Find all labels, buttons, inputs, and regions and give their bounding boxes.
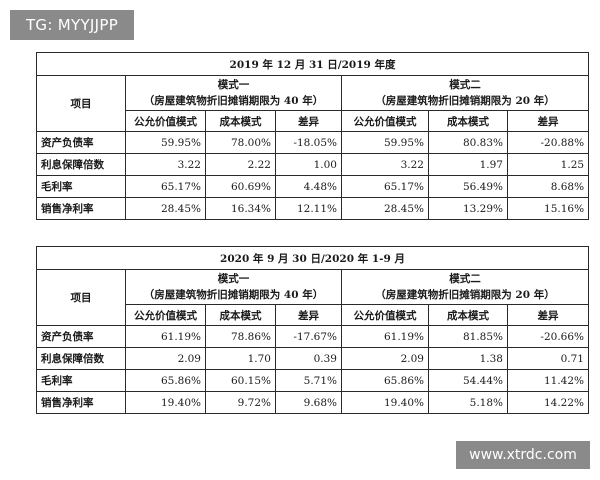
cell-value: 65.17%	[341, 175, 429, 198]
cell-value: 28.45%	[125, 197, 206, 220]
cell-value: 19.40%	[125, 391, 206, 414]
row-label: 资产负债率	[36, 131, 126, 154]
cell-value: 0.71	[507, 347, 589, 370]
cell-value: -20.88%	[506, 131, 590, 154]
cell-value: 13.29%	[428, 197, 508, 220]
subheader-fair-value: 公允价值模式	[125, 110, 206, 132]
row-label: 资产负债率	[36, 325, 126, 348]
mode-two-header: 模式二 （房屋建筑物折旧摊销期限为 20 年）	[341, 269, 589, 305]
cell-value: 0.39	[275, 347, 342, 370]
mode-one-header: 模式一 （房屋建筑物折旧摊销期限为 40 年）	[125, 75, 342, 111]
table-row: 利息保障倍数 3.22 2.22 1.00 3.22 1.97 1.25	[36, 153, 590, 176]
mode-one-name: 模式一	[217, 79, 250, 91]
cell-value: 1.97	[428, 153, 508, 176]
cell-value: 78.00%	[205, 131, 276, 154]
mode-two-header: 模式二 （房屋建筑物折旧摊销期限为 20 年）	[340, 75, 590, 111]
cell-value: 2.09	[125, 347, 206, 370]
mode-two-name: 模式二	[449, 273, 481, 285]
subheader-difference: 差异	[506, 110, 590, 132]
cell-value: 54.44%	[428, 369, 508, 392]
row-label: 利息保障倍数	[36, 347, 126, 370]
cell-value: 28.45%	[341, 197, 429, 220]
subheader-cost: 成本模式	[205, 304, 276, 326]
subheader-cost: 成本模式	[205, 110, 276, 132]
table-row: 资产负债率 59.95% 78.00% -18.05% 59.95% 80.83…	[36, 131, 590, 154]
cell-value: 61.19%	[125, 325, 206, 348]
cell-value: 8.68%	[506, 175, 590, 198]
cell-value: 56.49%	[428, 175, 508, 198]
subheader-cost: 成本模式	[428, 110, 508, 132]
cell-value: 15.16%	[506, 197, 590, 220]
mode-two-desc: （房屋建筑物折旧摊销期限为 20 年）	[375, 95, 555, 107]
cell-value: 1.25	[506, 153, 590, 176]
subheader-cost: 成本模式	[428, 304, 508, 326]
cell-value: 16.34%	[205, 197, 276, 220]
item-header: 项目	[36, 269, 126, 326]
subheader-difference: 差异	[275, 304, 342, 326]
row-label: 销售净利率	[36, 391, 126, 414]
row-label: 毛利率	[36, 175, 126, 198]
cell-value: 65.86%	[341, 369, 429, 392]
cell-value: 80.83%	[428, 131, 508, 154]
cell-value: 3.22	[341, 153, 429, 176]
cell-value: 60.69%	[205, 175, 276, 198]
table-title: 2020 年 9 月 30 日/2020 年 1-9 月	[36, 246, 589, 270]
mode-one-desc: （房屋建筑物折旧摊销期限为 40 年）	[143, 289, 324, 301]
table-row: 毛利率 65.86% 60.15% 5.71% 65.86% 54.44% 11…	[36, 369, 589, 392]
mode-one-desc: （房屋建筑物折旧摊销期限为 40 年）	[143, 95, 324, 107]
mode-two-desc: （房屋建筑物折旧摊销期限为 20 年）	[375, 289, 555, 301]
cell-value: -18.05%	[275, 131, 342, 154]
site-watermark: www.xtrdc.com	[456, 441, 590, 469]
row-label: 毛利率	[36, 369, 126, 392]
cell-value: 65.17%	[125, 175, 206, 198]
subheader-fair-value: 公允价值模式	[341, 110, 429, 132]
cell-value: 14.22%	[507, 391, 589, 414]
table-row: 销售净利率 28.45% 16.34% 12.11% 28.45% 13.29%…	[36, 197, 590, 220]
cell-value: -20.66%	[507, 325, 589, 348]
cell-value: 5.71%	[275, 369, 342, 392]
cell-value: 19.40%	[341, 391, 429, 414]
row-label: 利息保障倍数	[36, 153, 126, 176]
table-title: 2019 年 12 月 31 日/2019 年度	[35, 52, 590, 76]
subheader-difference: 差异	[507, 304, 589, 326]
financial-table-2020: 2020 年 9 月 30 日/2020 年 1-9 月 项目 模式一 （房屋建…	[36, 246, 589, 414]
cell-value: 9.72%	[205, 391, 276, 414]
source-tag-watermark: TG: MYYJJPP	[10, 10, 134, 40]
cell-value: 2.22	[205, 153, 276, 176]
subheader-fair-value: 公允价值模式	[125, 304, 206, 326]
mode-one-header: 模式一 （房屋建筑物折旧摊销期限为 40 年）	[125, 269, 342, 305]
cell-value: -17.67%	[275, 325, 342, 348]
cell-value: 11.42%	[507, 369, 589, 392]
table-row: 毛利率 65.17% 60.69% 4.48% 65.17% 56.49% 8.…	[36, 175, 590, 198]
cell-value: 1.38	[428, 347, 508, 370]
cell-value: 3.22	[125, 153, 206, 176]
table-row: 销售净利率 19.40% 9.72% 9.68% 19.40% 5.18% 14…	[36, 391, 589, 414]
cell-value: 78.86%	[205, 325, 276, 348]
cell-value: 81.85%	[428, 325, 508, 348]
cell-value: 60.15%	[205, 369, 276, 392]
cell-value: 59.95%	[341, 131, 429, 154]
cell-value: 9.68%	[275, 391, 342, 414]
cell-value: 1.70	[205, 347, 276, 370]
mode-two-name: 模式二	[449, 79, 481, 91]
cell-value: 59.95%	[125, 131, 206, 154]
subheader-difference: 差异	[275, 110, 342, 132]
cell-value: 1.00	[275, 153, 342, 176]
cell-value: 5.18%	[428, 391, 508, 414]
item-header: 项目	[36, 75, 126, 132]
cell-value: 65.86%	[125, 369, 206, 392]
cell-value: 4.48%	[275, 175, 342, 198]
financial-table-2019: 2019 年 12 月 31 日/2019 年度 项目 模式一 （房屋建筑物折旧…	[35, 52, 590, 220]
table-row: 利息保障倍数 2.09 1.70 0.39 2.09 1.38 0.71	[36, 347, 589, 370]
cell-value: 2.09	[341, 347, 429, 370]
cell-value: 12.11%	[275, 197, 342, 220]
cell-value: 61.19%	[341, 325, 429, 348]
row-label: 销售净利率	[36, 197, 126, 220]
mode-one-name: 模式一	[217, 273, 250, 285]
subheader-fair-value: 公允价值模式	[341, 304, 429, 326]
table-row: 资产负债率 61.19% 78.86% -17.67% 61.19% 81.85…	[36, 325, 589, 348]
